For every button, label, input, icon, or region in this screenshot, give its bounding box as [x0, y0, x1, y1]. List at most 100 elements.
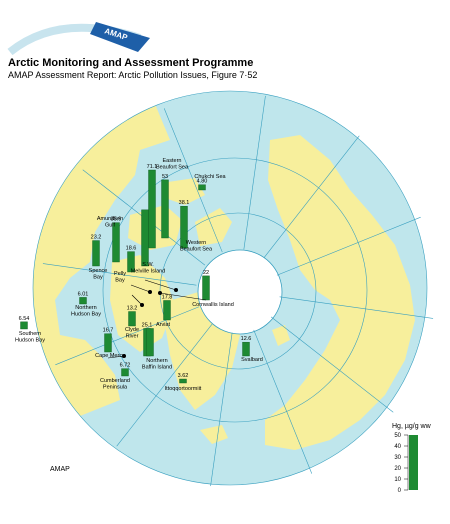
legend-tick-label: 20	[394, 466, 401, 472]
site-marker: 23.2 Spence Bay	[89, 235, 108, 281]
leader-line	[159, 292, 207, 301]
site-label: Arviat	[156, 322, 171, 328]
site-value: 38.1	[179, 200, 190, 206]
site-marker: 38.1 Western Beaufort Sea	[179, 200, 213, 252]
site-value: 23.2	[91, 235, 102, 241]
logo-swoosh	[90, 22, 150, 52]
site-label: Cape Mercy	[95, 353, 125, 359]
site-bar	[92, 240, 100, 267]
meridian-line	[55, 306, 200, 366]
map-disc	[32, 90, 434, 487]
site-bar	[20, 321, 28, 330]
site-label: Spence Bay	[89, 268, 108, 281]
meridian-line	[253, 329, 313, 474]
site-value: 6.54	[19, 316, 30, 322]
site-bar	[121, 368, 129, 377]
meridian-line	[42, 263, 197, 286]
site-bar	[163, 300, 171, 321]
site-marker: 16.7 Cape Mercy	[95, 328, 125, 359]
site-marker: 6.54 Southern Hudson Bay	[15, 316, 45, 344]
site-bar	[127, 251, 135, 273]
legend-tick-label: 40	[394, 444, 401, 450]
site-label: Northern Baffin Island	[142, 358, 172, 371]
site-value: 3.62	[178, 373, 189, 379]
site-value: 53	[162, 174, 168, 180]
leader-line	[107, 355, 125, 359]
site-label: Cornwallis Island	[192, 302, 234, 308]
land-svalbard	[272, 325, 290, 346]
site-value: 25.1	[142, 322, 153, 328]
site-marker: S.W. Melville Island	[131, 209, 166, 275]
land-ellesmere-island	[195, 208, 232, 246]
site-value: 6.72	[120, 363, 131, 369]
site-marker: 6.01 Northern Hudson Bay	[71, 291, 101, 317]
site-value: 35.9	[111, 217, 122, 223]
site-marker: 12.6 Svalbard	[241, 336, 263, 363]
page-subtitle: AMAP Assessment Report: Arctic Pollution…	[8, 70, 258, 80]
leader-line	[144, 279, 177, 291]
leader-line	[130, 284, 151, 293]
site-marker: 6.72 Cumberland Peninsula	[100, 363, 130, 391]
site-value: 17.8	[162, 294, 173, 300]
site-dot	[140, 303, 144, 307]
site-label: Northern Hudson Bay	[71, 305, 101, 318]
legend: Hg, µg/g ww 0 10 20 30 40 50	[392, 423, 432, 494]
site-dot	[174, 288, 178, 292]
site-value: 6.01	[78, 291, 89, 297]
site-dot	[122, 354, 126, 358]
site-bar	[104, 333, 112, 353]
meridians	[42, 95, 434, 487]
site-dot	[148, 290, 152, 294]
legend-title: Hg, µg/g ww	[392, 423, 432, 430]
site-value: 71.1	[147, 164, 158, 170]
site-bar	[79, 297, 87, 305]
site-bar	[180, 206, 188, 249]
meridian-line	[163, 108, 223, 253]
site-label: Southern Hudson Bay	[15, 331, 45, 344]
site-marker: Northern Baffin Island	[142, 328, 172, 371]
site-marker: 13.2 Clyde River	[125, 306, 139, 340]
site-bar	[198, 184, 206, 191]
site-bar	[112, 222, 120, 263]
meridian-line	[263, 135, 360, 259]
latitude-ring-middle	[102, 157, 368, 423]
site-label: S.W. Melville Island	[131, 262, 166, 275]
polar-ice	[197, 249, 283, 335]
latitude-ring-outer	[32, 90, 428, 486]
site-marker: 3.62 Ittoqqortoormiit	[165, 373, 202, 392]
land-eurasia	[265, 135, 415, 450]
amap-logo: AMAP	[7, 22, 150, 56]
legend-tick-label: 0	[398, 488, 402, 494]
site-bar	[161, 179, 169, 239]
site-label: Chukchi Sea	[194, 174, 226, 180]
legend-bar	[409, 435, 418, 490]
site-bar	[148, 169, 156, 249]
site-marker: 18.6 Pelly Bay	[114, 246, 136, 284]
site-label: Pelly Bay	[114, 271, 126, 284]
meridian-line	[116, 323, 213, 447]
page-title: Arctic Monitoring and Assessment Program…	[8, 57, 254, 69]
site-marker: 71.1	[147, 164, 158, 249]
site-label: Clyde River	[125, 327, 139, 340]
land-iceland	[200, 425, 228, 444]
meridian-line	[276, 216, 421, 276]
site-value: 12.6	[241, 336, 252, 342]
site-bar	[128, 311, 136, 327]
site-value: 13.2	[127, 306, 138, 312]
site-label: Amundsen Gulf	[97, 216, 123, 229]
site-bar	[146, 328, 154, 357]
site-label: Western Beaufort Sea	[180, 240, 213, 253]
meridian-line	[210, 332, 233, 487]
meridian-line	[279, 296, 434, 319]
legend-tick-label: 30	[394, 455, 401, 461]
site-value: 4.80	[197, 179, 208, 185]
leader-line	[131, 294, 143, 306]
legend-tick-label: 50	[394, 433, 401, 439]
meridian-line	[243, 95, 266, 250]
site-marker: 53 Eastern Beaufort Sea	[156, 158, 189, 239]
site-marker: 17.8 Arviat	[156, 294, 172, 328]
